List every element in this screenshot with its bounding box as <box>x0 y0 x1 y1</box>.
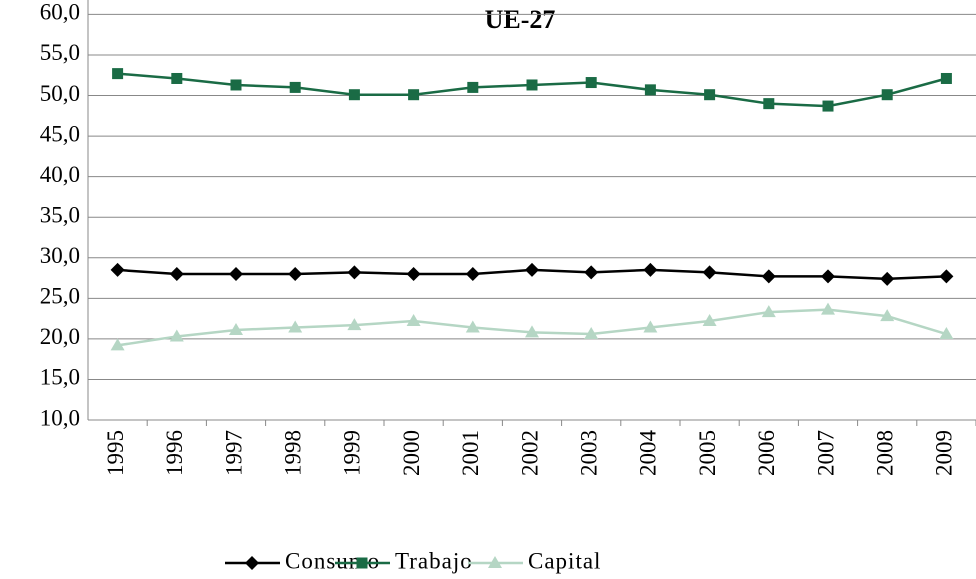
x-tick-label: 2008 <box>872 430 897 476</box>
marker <box>939 327 954 340</box>
marker <box>704 89 716 101</box>
marker <box>465 320 480 333</box>
y-tick-label: 40,0 <box>40 162 80 187</box>
x-tick-label: 1995 <box>103 430 128 476</box>
marker <box>406 266 421 281</box>
legend-label: Capital <box>528 548 601 573</box>
y-tick-label: 30,0 <box>40 243 80 268</box>
x-tick-label: 2003 <box>576 430 601 476</box>
marker <box>488 556 502 568</box>
marker <box>245 556 259 570</box>
marker <box>763 98 775 110</box>
marker <box>822 100 834 112</box>
x-tick-label: 1997 <box>221 430 246 476</box>
marker <box>288 266 303 281</box>
marker <box>584 327 599 340</box>
x-tick-label: 2004 <box>636 430 661 477</box>
marker <box>348 89 360 101</box>
y-tick-label: 55,0 <box>40 40 80 65</box>
marker <box>526 79 538 91</box>
marker <box>347 265 362 280</box>
x-tick-label: 1998 <box>280 430 305 476</box>
marker <box>939 269 954 284</box>
marker <box>702 314 717 327</box>
marker <box>289 81 301 93</box>
marker <box>584 265 599 280</box>
marker <box>171 72 183 84</box>
x-tick-label: 1996 <box>162 430 187 476</box>
chart-title: UE-27 <box>485 5 556 34</box>
x-tick-label: 2000 <box>399 430 424 476</box>
x-tick-label: 2005 <box>695 430 720 476</box>
x-tick-label: 2007 <box>813 430 838 476</box>
marker <box>112 68 124 80</box>
marker <box>406 314 421 327</box>
marker <box>585 77 597 89</box>
y-tick-label: 15,0 <box>40 365 80 390</box>
marker <box>356 557 368 569</box>
y-tick-label: 35,0 <box>40 202 80 227</box>
marker <box>408 89 420 101</box>
marker <box>230 79 242 91</box>
x-tick-label: 1999 <box>340 430 365 476</box>
marker <box>525 325 539 338</box>
marker <box>821 269 835 284</box>
x-tick-label: 2001 <box>458 430 483 476</box>
marker <box>880 309 895 322</box>
marker <box>880 271 895 286</box>
x-tick-label: 2006 <box>754 430 779 476</box>
y-tick-label: 25,0 <box>40 284 80 309</box>
marker <box>643 320 658 333</box>
marker <box>229 266 243 281</box>
marker <box>881 89 893 101</box>
marker <box>288 320 303 333</box>
y-tick-label: 60,0 <box>40 0 80 25</box>
marker <box>525 262 539 277</box>
marker <box>643 262 658 277</box>
legend-item: Capital <box>468 548 601 573</box>
y-tick-label: 20,0 <box>40 324 80 349</box>
marker <box>465 266 480 281</box>
marker <box>110 262 125 277</box>
marker <box>229 322 243 335</box>
marker <box>347 318 362 331</box>
marker <box>702 265 717 280</box>
marker <box>169 329 184 342</box>
marker <box>940 72 952 84</box>
legend-label: Trabajo <box>395 548 473 573</box>
marker <box>169 266 184 281</box>
y-tick-label: 45,0 <box>40 121 80 146</box>
marker <box>761 305 776 318</box>
marker <box>821 302 835 315</box>
x-tick-label: 2009 <box>932 430 957 476</box>
marker <box>467 81 479 93</box>
marker <box>761 269 776 284</box>
marker <box>110 338 125 351</box>
x-tick-label: 2002 <box>517 430 542 476</box>
marker <box>644 84 656 96</box>
y-tick-label: 10,0 <box>40 405 80 430</box>
legend-item: Trabajo <box>335 548 473 573</box>
y-tick-label: 50,0 <box>40 81 80 106</box>
